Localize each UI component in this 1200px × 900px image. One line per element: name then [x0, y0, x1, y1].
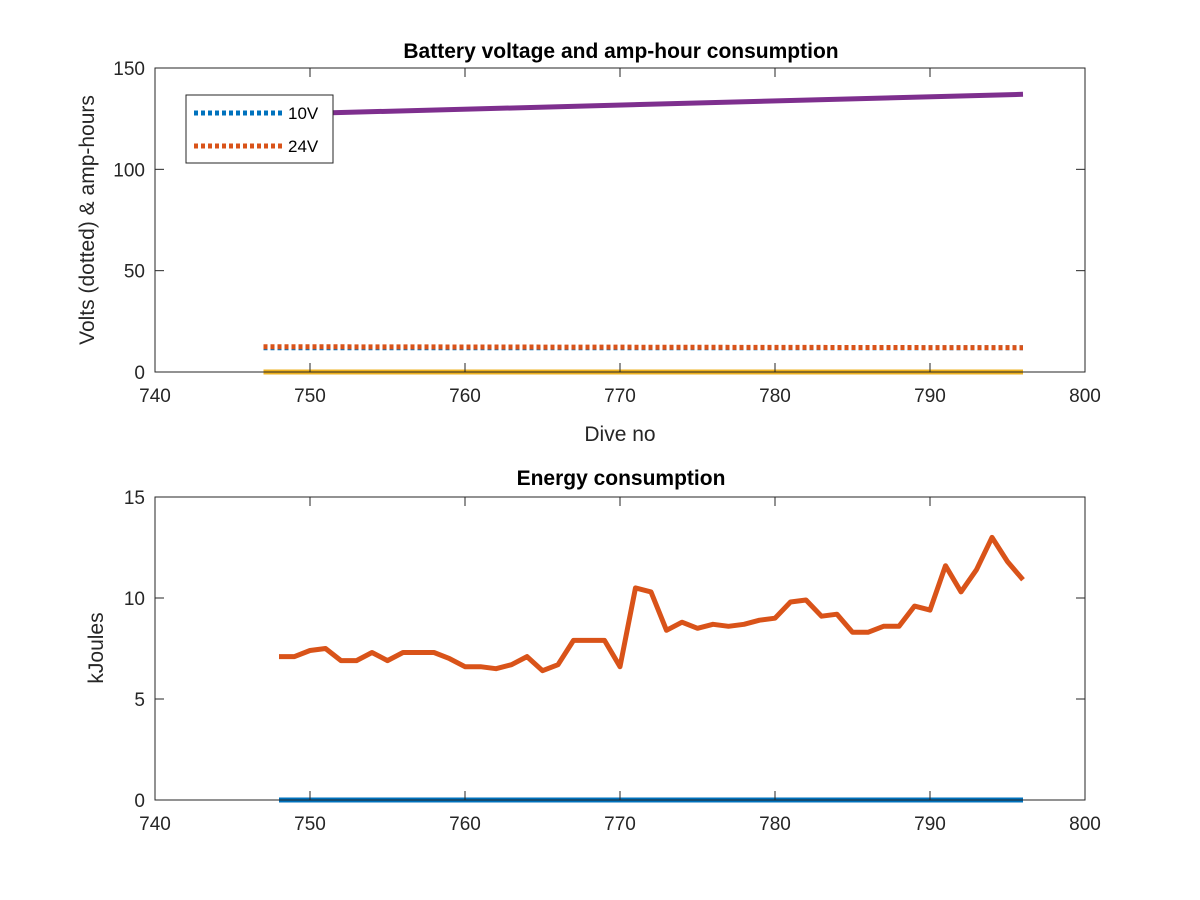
x-tick-label: 770: [604, 386, 636, 407]
y-axis-label: Volts (dotted) & amp-hours: [76, 95, 99, 345]
x-tick-label: 750: [294, 814, 326, 835]
y-tick-label: 0: [134, 363, 145, 384]
series-layer: [263, 91, 1024, 375]
y-axis-ticks: 0 50 100 150: [113, 59, 1085, 384]
energy-axes: Energy consumption 740 750 760 770 780 790 800…: [85, 467, 1101, 835]
legend-label-24v: 24V: [288, 137, 319, 156]
x-axis-ticks: 740 750 760 770 780 790 800: [139, 68, 1101, 407]
y-tick-label: 0: [134, 791, 145, 812]
y-axis-label: kJoules: [85, 612, 108, 683]
x-tick-label: 760: [449, 386, 481, 407]
x-tick-label: 770: [604, 814, 636, 835]
chart-title: Energy consumption: [517, 467, 726, 490]
series-line-0-3: [263, 91, 1024, 118]
y-tick-label: 100: [113, 160, 145, 181]
series-layer: [279, 534, 1025, 803]
y-tick-label: 50: [124, 262, 145, 283]
y-tick-label: 150: [113, 59, 145, 80]
y-tick-label: 15: [124, 488, 145, 509]
x-tick-label: 760: [449, 814, 481, 835]
x-tick-label: 780: [759, 814, 791, 835]
y-axis-ticks: 0 5 10 15: [124, 488, 1085, 812]
plot-area-frame: [154, 496, 1086, 801]
x-tick-label: 740: [139, 814, 171, 835]
voltage-amp-hour-axes: Battery voltage and amp-hour consumption…: [76, 40, 1101, 446]
x-tick-label: 750: [294, 386, 326, 407]
series-line-24v: [263, 344, 1024, 351]
x-tick-label: 800: [1069, 814, 1101, 835]
x-tick-label: 740: [139, 386, 171, 407]
x-axis-ticks: 740 750 760 770 780 790 800: [139, 497, 1101, 835]
chart-title: Battery voltage and amp-hour consumption: [403, 40, 838, 63]
legend-box: [185, 94, 334, 164]
legend-label-10v: 10V: [288, 104, 319, 123]
x-tick-label: 790: [914, 386, 946, 407]
x-tick-label: 790: [914, 814, 946, 835]
x-axis-label: Dive no: [584, 423, 655, 446]
x-tick-label: 800: [1069, 386, 1101, 407]
y-tick-label: 10: [124, 589, 145, 610]
y-tick-label: 5: [134, 690, 145, 711]
x-tick-label: 780: [759, 386, 791, 407]
legend: 10V 24V: [185, 94, 334, 164]
series-line-1-0: [279, 534, 1025, 674]
